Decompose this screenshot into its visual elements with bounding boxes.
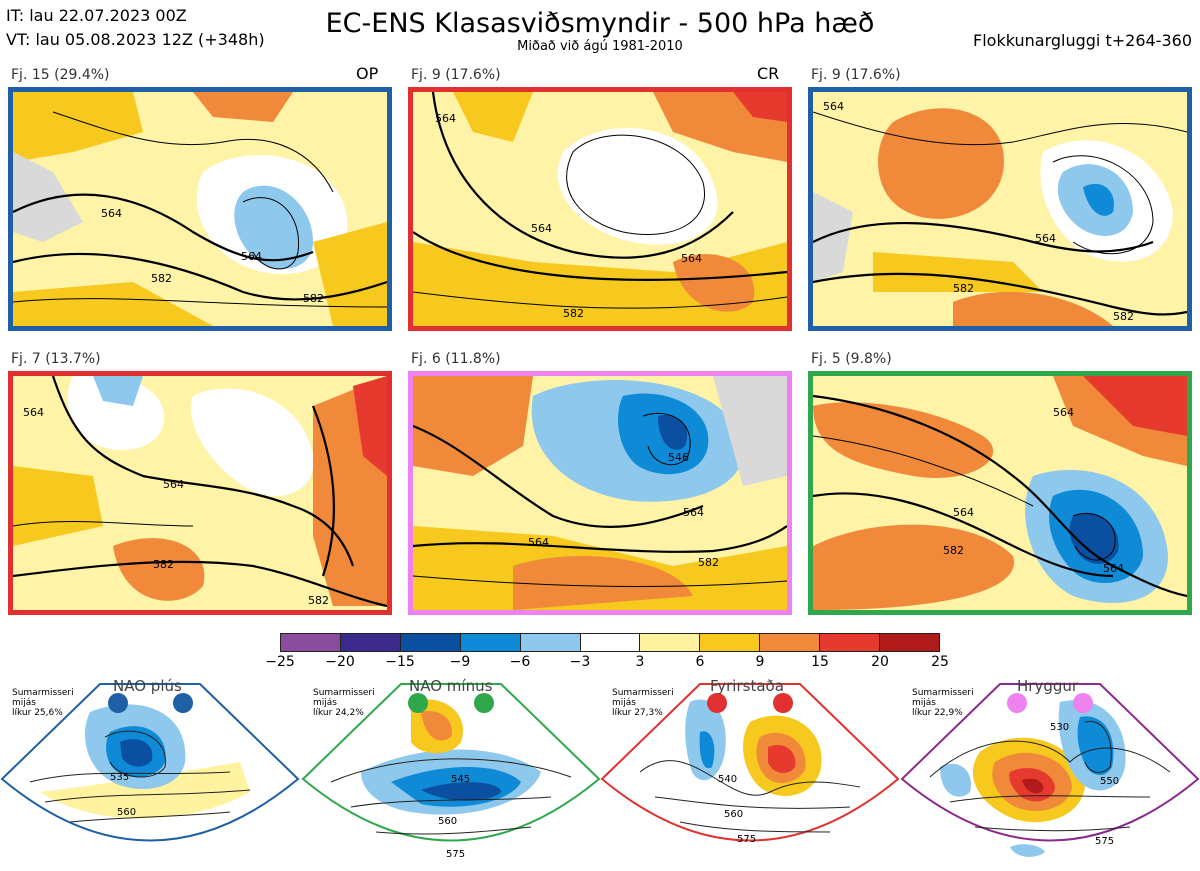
colorbar-tick: −9 bbox=[449, 654, 471, 670]
contour-label: 564 bbox=[23, 406, 44, 419]
classification-window: Flokkunargluggi t+264-360 bbox=[973, 31, 1192, 50]
regime-marker-dot bbox=[408, 693, 428, 713]
regime-ridge: 530 550 575 Hryggur Sumarmisseri mijás l… bbox=[900, 672, 1200, 871]
regime-contour-label: 540 bbox=[718, 774, 737, 785]
panel-3-label: Fj. 9 (17.6%) bbox=[811, 67, 901, 83]
cluster-map-4: 564 564 582 582 bbox=[8, 371, 392, 615]
contour-label: 564 bbox=[241, 250, 262, 263]
colorbar-swatch bbox=[820, 634, 881, 651]
contour-label: 564 bbox=[1053, 406, 1074, 419]
contour-label: 564 bbox=[1035, 232, 1056, 245]
contour-label: 564 bbox=[101, 207, 122, 220]
contour-label: 582 bbox=[1113, 310, 1134, 323]
colorbar-swatch bbox=[880, 634, 939, 651]
contour-label: 582 bbox=[153, 558, 174, 571]
regime-title: NAO plús bbox=[113, 677, 182, 695]
cluster-map-6: 564 564 582 564 bbox=[808, 371, 1192, 615]
contour-label: 564 bbox=[435, 112, 456, 125]
cluster-map-3: 564 564 582 582 bbox=[808, 87, 1192, 331]
regime-contour-label: 575 bbox=[737, 834, 756, 845]
contour-label: 582 bbox=[303, 292, 324, 305]
colorbar-swatch bbox=[520, 634, 581, 651]
regime-contour-label: 560 bbox=[117, 807, 136, 818]
colorbar-tick: 9 bbox=[755, 654, 765, 670]
contour-label: 582 bbox=[151, 272, 172, 285]
regime-contour-label: 545 bbox=[451, 774, 470, 785]
regime-note: Sumarmisseri mijás líkur 22,9% bbox=[912, 688, 974, 718]
init-time: IT: lau 22.07.2023 00Z bbox=[6, 6, 187, 25]
regime-blocking: 540 560 575 Fyrirstaða Sumarmisseri mijá… bbox=[600, 672, 900, 871]
contour-label: 546 bbox=[668, 451, 689, 464]
regime-title: Fyrirstaða bbox=[710, 677, 784, 695]
contour-label: 564 bbox=[1103, 562, 1124, 575]
regime-note: Sumarmisseri mijás líkur 27,3% bbox=[612, 688, 674, 718]
colorbar-tick: 25 bbox=[931, 654, 949, 670]
colorbar-swatch bbox=[580, 634, 641, 651]
anomaly-colorbar bbox=[280, 633, 940, 652]
regime-contour-label: 575 bbox=[446, 849, 465, 860]
colorbar-tick: 6 bbox=[695, 654, 705, 670]
colorbar-tick: −6 bbox=[509, 654, 531, 670]
panel-1-label: Fj. 15 (29.4%) bbox=[11, 67, 110, 83]
panel-4-label: Fj. 7 (13.7%) bbox=[11, 351, 101, 367]
colorbar-tick: −20 bbox=[325, 654, 355, 670]
regime-title: NAO mínus bbox=[409, 677, 493, 695]
colorbar-swatch bbox=[760, 634, 821, 651]
colorbar-tick: −15 bbox=[385, 654, 415, 670]
contour-label: 564 bbox=[823, 100, 844, 113]
regime-title: Hryggur bbox=[1017, 677, 1079, 695]
regime-note: Sumarmisseri mijás líkur 24,2% bbox=[313, 688, 375, 718]
contour-label: 582 bbox=[943, 544, 964, 557]
colorbar-swatch bbox=[460, 634, 521, 651]
regime-nao-plus: 535 560 NAO plús Sumarmisseri mijás líku… bbox=[0, 672, 300, 871]
cluster-map-2: 564 564 564 582 bbox=[408, 87, 792, 331]
cluster-map-5: 546 564 564 582 bbox=[408, 371, 792, 615]
contour-label: 582 bbox=[698, 556, 719, 569]
regime-marker-dot bbox=[108, 693, 128, 713]
regime-marker-dot bbox=[474, 693, 494, 713]
cluster-map-1: 564 564 582 582 bbox=[8, 87, 392, 331]
page-title: EC-ENS Klasasviðsmyndir - 500 hPa hæð bbox=[325, 8, 875, 39]
regime-nao-minus: 545 560 575 NAO mínus Sumarmisseri mijás… bbox=[301, 672, 601, 871]
regime-marker-dot bbox=[1073, 693, 1093, 713]
contour-label: 564 bbox=[531, 222, 552, 235]
colorbar-tick: 3 bbox=[635, 654, 645, 670]
colorbar-swatch bbox=[640, 634, 701, 651]
regime-marker-dot bbox=[707, 693, 727, 713]
regime-marker-dot bbox=[173, 693, 193, 713]
regime-marker-dot bbox=[1007, 693, 1027, 713]
colorbar-tick: −25 bbox=[265, 654, 295, 670]
panel-6-label: Fj. 5 (9.8%) bbox=[811, 351, 892, 367]
panel-2-label: Fj. 9 (17.6%) bbox=[411, 67, 501, 83]
colorbar-tick: −3 bbox=[569, 654, 591, 670]
regime-contour-label: 535 bbox=[110, 772, 129, 783]
contour-label: 564 bbox=[163, 478, 184, 491]
climatology-subtitle: Miðað við ágú 1981-2010 bbox=[517, 39, 683, 54]
contour-label: 564 bbox=[528, 536, 549, 549]
regime-contour-label: 530 bbox=[1050, 722, 1069, 733]
colorbar-swatch bbox=[400, 634, 461, 651]
regime-contour-label: 575 bbox=[1095, 836, 1114, 847]
regime-contour-label: 560 bbox=[438, 816, 457, 827]
regime-note: Sumarmisseri mijás líkur 25,6% bbox=[12, 688, 74, 718]
panel-5-label: Fj. 6 (11.8%) bbox=[411, 351, 501, 367]
contour-label: 564 bbox=[953, 506, 974, 519]
regime-marker-dot bbox=[773, 693, 793, 713]
panel-1-tag: OP bbox=[356, 64, 379, 83]
colorbar-tick: 20 bbox=[871, 654, 889, 670]
colorbar-swatch bbox=[281, 634, 341, 651]
regime-contour-label: 550 bbox=[1100, 776, 1119, 787]
valid-time: VT: lau 05.08.2023 12Z (+348h) bbox=[6, 30, 265, 49]
panel-2-tag: CR bbox=[757, 64, 780, 83]
colorbar-tick: 15 bbox=[811, 654, 829, 670]
colorbar-swatch bbox=[700, 634, 761, 651]
contour-label: 582 bbox=[308, 594, 329, 607]
colorbar-swatch bbox=[340, 634, 401, 651]
contour-label: 564 bbox=[683, 506, 704, 519]
contour-label: 564 bbox=[681, 252, 702, 265]
contour-label: 582 bbox=[563, 307, 584, 320]
contour-label: 582 bbox=[953, 282, 974, 295]
regime-contour-label: 560 bbox=[724, 809, 743, 820]
